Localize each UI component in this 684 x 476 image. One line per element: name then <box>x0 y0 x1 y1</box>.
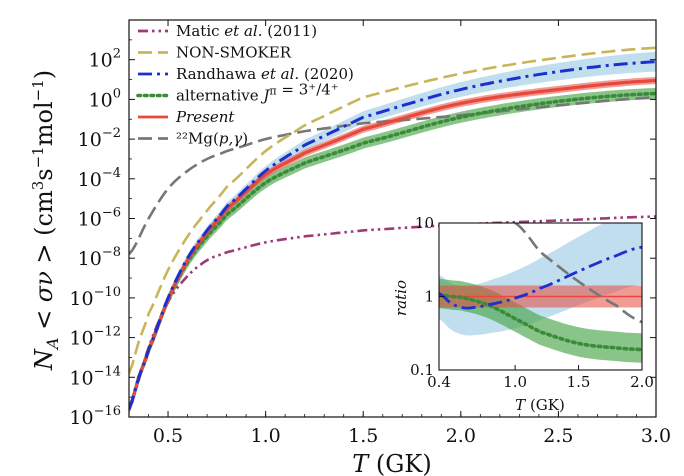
x-tick-label: 3.0 <box>641 425 671 447</box>
legend-entry-label: Randhawa et al. (2020) <box>176 65 354 83</box>
inset-line-alternative-ratio <box>439 293 642 352</box>
x-tick-label: 1.0 <box>251 425 281 447</box>
inset-y-tick-label: 0.1 <box>410 361 434 379</box>
y-tick-label: 10−10 <box>69 285 121 310</box>
legend-entry-label: ²²Mg(p,γ) <box>176 130 248 148</box>
y-tick-label: 10−14 <box>69 364 121 389</box>
inset-x-tick-label: 0.4 <box>427 373 451 391</box>
y-tick-label: 10−8 <box>78 245 121 270</box>
x-axis-title: T (GK) <box>352 450 431 476</box>
series-line-non-smoker <box>129 46 656 374</box>
inset-y-tick-label: 10 <box>415 214 434 232</box>
x-tick-label: 1.5 <box>348 425 378 447</box>
y-tick-label: 10−16 <box>69 404 121 429</box>
inset-line-randhawa-ratio <box>439 245 642 310</box>
inset-x-tick-label: 1.5 <box>567 373 591 391</box>
y-tick-label: 10−12 <box>69 325 121 350</box>
inset-y-title: ratio <box>392 280 410 316</box>
legend-entry-label: Matic et al. (2011) <box>176 22 317 40</box>
series-line-matic-et-al-2011- <box>129 215 656 408</box>
inset-y-tick-label: 1 <box>424 288 434 306</box>
legend-entry-label: NON-SMOKER <box>176 44 292 62</box>
y-tick-label: 102 <box>89 47 121 72</box>
y-axis-title: NA < σν > (cm3s−1mol−1) <box>29 70 62 371</box>
inset-x-tick-label: 1.0 <box>503 373 527 391</box>
legend-entry-label: alternative Jπ = 3⁺/4⁺ <box>176 81 339 105</box>
inset-x-tick-label: 2.0 <box>630 373 654 391</box>
legend-entry-label: Present <box>175 108 235 126</box>
series-line-randhawa-et-al-2020- <box>129 60 656 410</box>
inset-x-title: T (GK) <box>515 396 565 414</box>
x-tick-label: 2.0 <box>446 425 476 447</box>
legend: Matic et al. (2011) NON-SMOKER Randhawa et… <box>136 22 354 148</box>
x-tick-label: 0.5 <box>153 425 183 447</box>
series-line-22mg-p- <box>129 96 656 256</box>
y-tick-label: 10−2 <box>78 126 121 151</box>
y-tick-label: 10−4 <box>78 166 121 191</box>
y-tick-label: 100 <box>89 86 121 111</box>
series-line-alternative-j-3-4- <box>129 91 656 411</box>
inset-line-22mg-ratio <box>514 223 642 324</box>
x-tick-label: 2.5 <box>543 425 573 447</box>
y-tick-label: 10−6 <box>78 206 121 231</box>
